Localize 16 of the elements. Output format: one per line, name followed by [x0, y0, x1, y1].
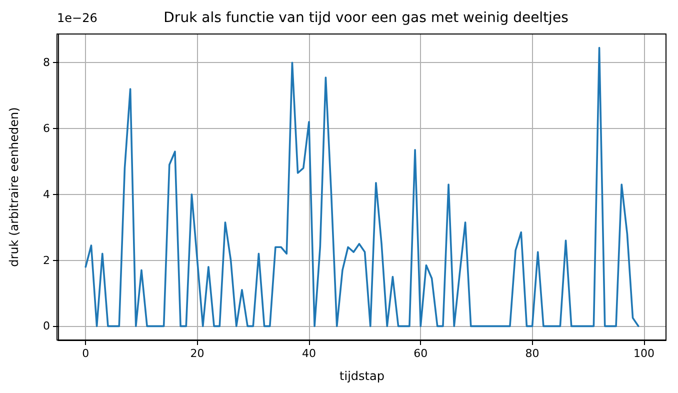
y-tick-label: 0: [43, 320, 50, 333]
line-series: [84, 46, 640, 328]
y-tick-label: 2: [43, 254, 50, 267]
x-tick-label: 0: [82, 347, 90, 360]
text: 1e−26: [57, 11, 98, 25]
x-tick-label: 100: [633, 347, 654, 360]
y-tick-label: 8: [43, 56, 50, 70]
y-axis-title: druk (arbitraire eenheden): [7, 107, 21, 267]
chart-title: Druk als functie van tijd voor een gas met weinig deeltjes: [164, 10, 568, 26]
x-tick-label: 20: [190, 347, 204, 360]
x-axis-title: tijdstap: [340, 369, 384, 383]
x-tick-label: 80: [525, 347, 540, 360]
y-tick-label: 4: [43, 188, 50, 201]
x-tick-label: 40: [302, 347, 316, 360]
y-tick-label: 6: [43, 122, 50, 136]
x-tick-label: 60: [414, 347, 428, 360]
